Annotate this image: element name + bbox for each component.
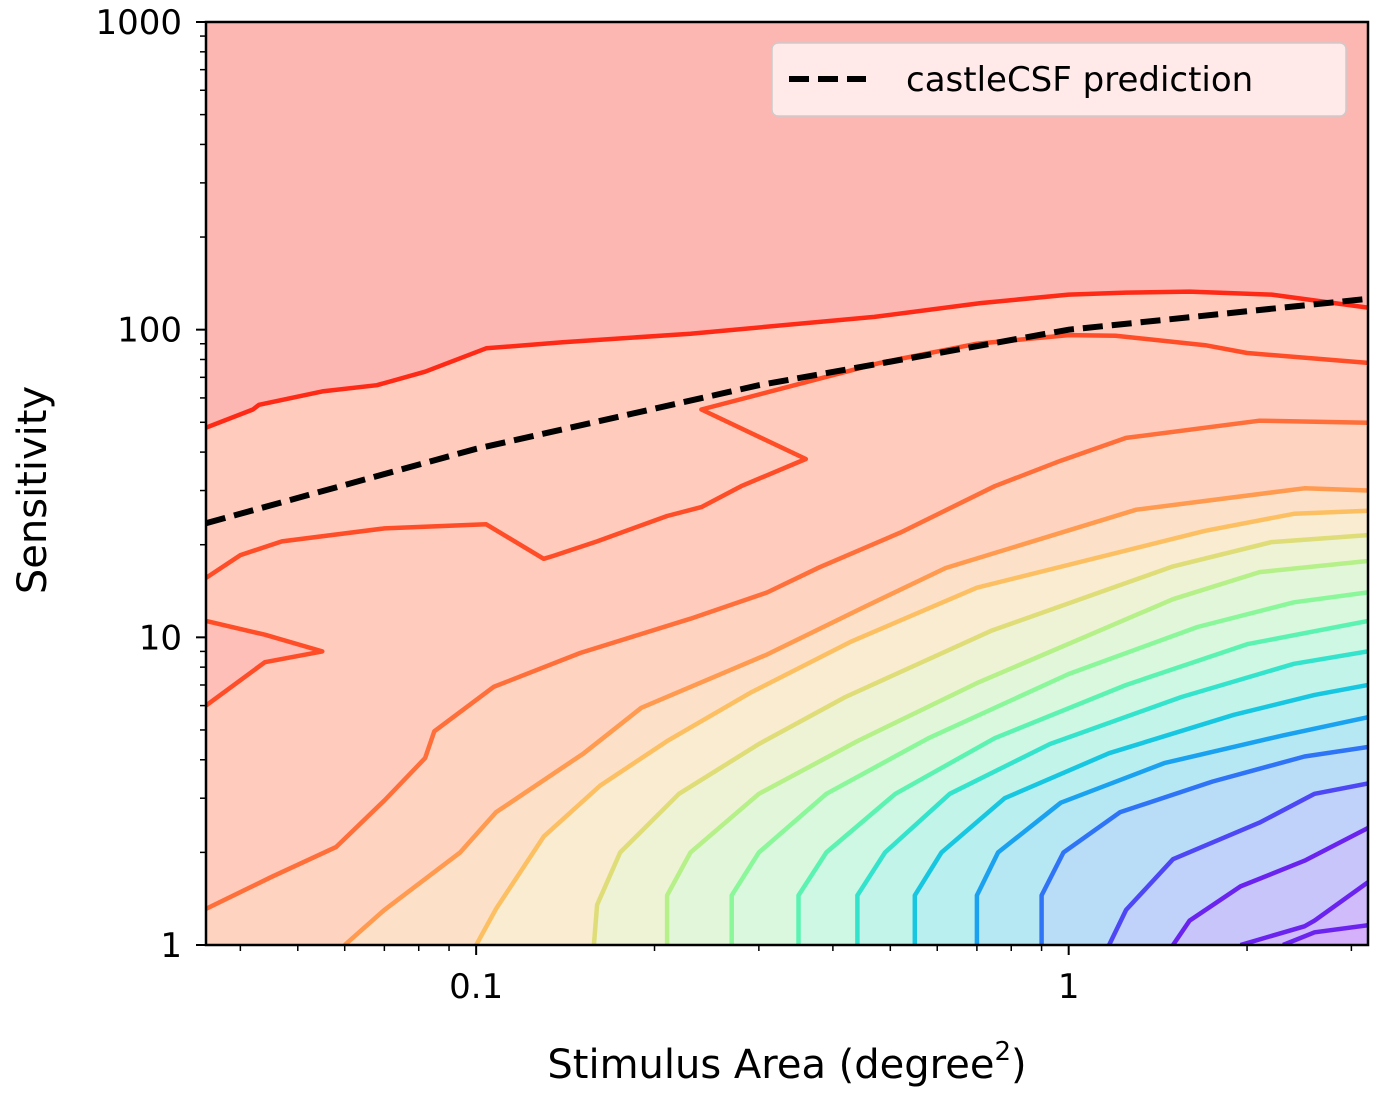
contour-line bbox=[796, 618, 1368, 945]
legend-box bbox=[771, 42, 1347, 117]
x-axis-title-superscript: 2 bbox=[994, 1037, 1011, 1067]
x-axis-title-close: ) bbox=[1011, 1042, 1027, 1088]
y-tick-label: 100 bbox=[117, 311, 182, 351]
y-axis-title: Sensitivity bbox=[10, 386, 56, 594]
x-tick-label: 1 bbox=[1058, 967, 1080, 1007]
contour-line bbox=[1039, 744, 1368, 945]
prediction-line-group bbox=[206, 295, 1368, 527]
contour-line bbox=[974, 714, 1368, 945]
contour-line bbox=[206, 289, 1368, 430]
plot-frame bbox=[204, 20, 1370, 947]
legend-label: castleCSF prediction bbox=[906, 60, 1253, 100]
contour-line bbox=[591, 532, 1368, 945]
contour-line bbox=[206, 332, 1368, 580]
contour-line bbox=[474, 508, 1368, 945]
contour-line bbox=[1239, 880, 1368, 945]
contour-line bbox=[855, 649, 1368, 945]
contour-line bbox=[206, 418, 1368, 911]
axis-ticks: 0.1 1 1 10 100 1000 bbox=[95, 3, 1353, 1007]
contour-fill-island bbox=[206, 621, 323, 706]
y-tick-label: 1000 bbox=[95, 3, 182, 43]
x-tick-label: 0.1 bbox=[449, 967, 503, 1007]
contour-line bbox=[343, 486, 1368, 945]
legend: castleCSF prediction bbox=[771, 42, 1347, 117]
y-tick-label: 1 bbox=[160, 926, 182, 966]
y-tick-label: 10 bbox=[139, 618, 182, 658]
contour-line bbox=[912, 682, 1368, 945]
contour-lines bbox=[206, 289, 1368, 945]
contour-line bbox=[1107, 781, 1368, 945]
contour-line bbox=[664, 558, 1368, 945]
contour-line bbox=[729, 590, 1368, 945]
x-axis-title: Stimulus Area (degree2) bbox=[547, 1037, 1026, 1088]
prediction-line bbox=[206, 295, 1368, 527]
contour-line bbox=[1282, 922, 1368, 945]
contour-line bbox=[1171, 825, 1368, 945]
x-axis-title-main: Stimulus Area (degree bbox=[547, 1042, 994, 1088]
contour-line bbox=[206, 618, 325, 708]
